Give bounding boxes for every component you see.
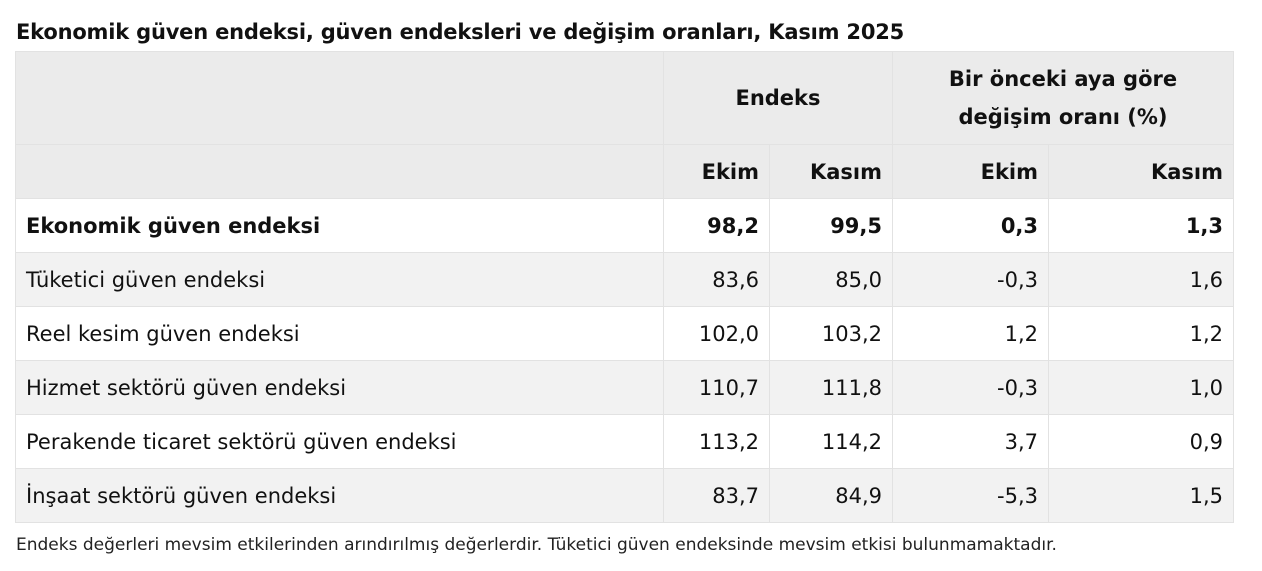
cell-change-ekim: 1,2 <box>892 306 1050 361</box>
header-empty-cell <box>15 51 664 145</box>
header-row-groups: Endeks Bir önceki aya göre değişim oranı… <box>15 51 1235 145</box>
header-kasim-index: Kasım <box>768 144 894 199</box>
table-row: Reel kesim güven endeksi 102,0 103,2 1,2… <box>15 306 1235 361</box>
header-empty-cell <box>15 144 664 199</box>
table-row: Tüketici güven endeksi 83,6 85,0 -0,3 1,… <box>15 252 1235 307</box>
table-row: Hizmet sektörü güven endeksi 110,7 111,8… <box>15 360 1235 415</box>
header-group-index: Endeks <box>662 51 894 145</box>
cell-change-kasim: 1,3 <box>1048 198 1235 253</box>
cell-kasim: 99,5 <box>768 198 894 253</box>
cell-change-ekim: -0,3 <box>892 360 1050 415</box>
cell-change-kasim: 0,9 <box>1048 414 1235 469</box>
cell-change-kasim: 1,6 <box>1048 252 1235 307</box>
table-footnote: Endeks değerleri mevsim etkilerinden arı… <box>16 535 1057 555</box>
cell-change-kasim: 1,0 <box>1048 360 1235 415</box>
confidence-index-table: Endeks Bir önceki aya göre değişim oranı… <box>15 51 1235 523</box>
cell-kasim: 84,9 <box>768 468 894 523</box>
cell-change-ekim: 0,3 <box>892 198 1050 253</box>
header-group-change: Bir önceki aya göre değişim oranı (%) <box>892 51 1235 145</box>
cell-kasim: 114,2 <box>768 414 894 469</box>
table-row: Ekonomik güven endeksi 98,2 99,5 0,3 1,3 <box>15 198 1235 253</box>
cell-change-ekim: 3,7 <box>892 414 1050 469</box>
cell-kasim: 111,8 <box>768 360 894 415</box>
table-row: Perakende ticaret sektörü güven endeksi … <box>15 414 1235 469</box>
cell-change-ekim: -5,3 <box>892 468 1050 523</box>
cell-change-kasim: 1,2 <box>1048 306 1235 361</box>
cell-ekim: 83,6 <box>663 252 770 307</box>
table-row: İnşaat sektörü güven endeksi 83,7 84,9 -… <box>15 468 1235 523</box>
cell-change-ekim: -0,3 <box>892 252 1050 307</box>
header-kasim-change: Kasım <box>1048 144 1235 199</box>
cell-kasim: 85,0 <box>768 252 894 307</box>
row-label: İnşaat sektörü güven endeksi <box>15 468 664 523</box>
row-label: Perakende ticaret sektörü güven endeksi <box>15 414 664 469</box>
row-label: Tüketici güven endeksi <box>15 252 664 307</box>
cell-change-kasim: 1,5 <box>1048 468 1235 523</box>
header-ekim-change: Ekim <box>892 144 1050 199</box>
cell-kasim: 103,2 <box>768 306 894 361</box>
header-row-months: Ekim Kasım Ekim Kasım <box>15 144 1235 199</box>
row-label: Ekonomik güven endeksi <box>15 198 664 253</box>
cell-ekim: 110,7 <box>663 360 770 415</box>
table-title: Ekonomik güven endeksi, güven endeksleri… <box>16 20 905 44</box>
row-label: Hizmet sektörü güven endeksi <box>15 360 664 415</box>
header-ekim-index: Ekim <box>663 144 770 199</box>
cell-ekim: 83,7 <box>663 468 770 523</box>
cell-ekim: 102,0 <box>663 306 770 361</box>
row-label: Reel kesim güven endeksi <box>15 306 664 361</box>
cell-ekim: 113,2 <box>663 414 770 469</box>
cell-ekim: 98,2 <box>663 198 770 253</box>
